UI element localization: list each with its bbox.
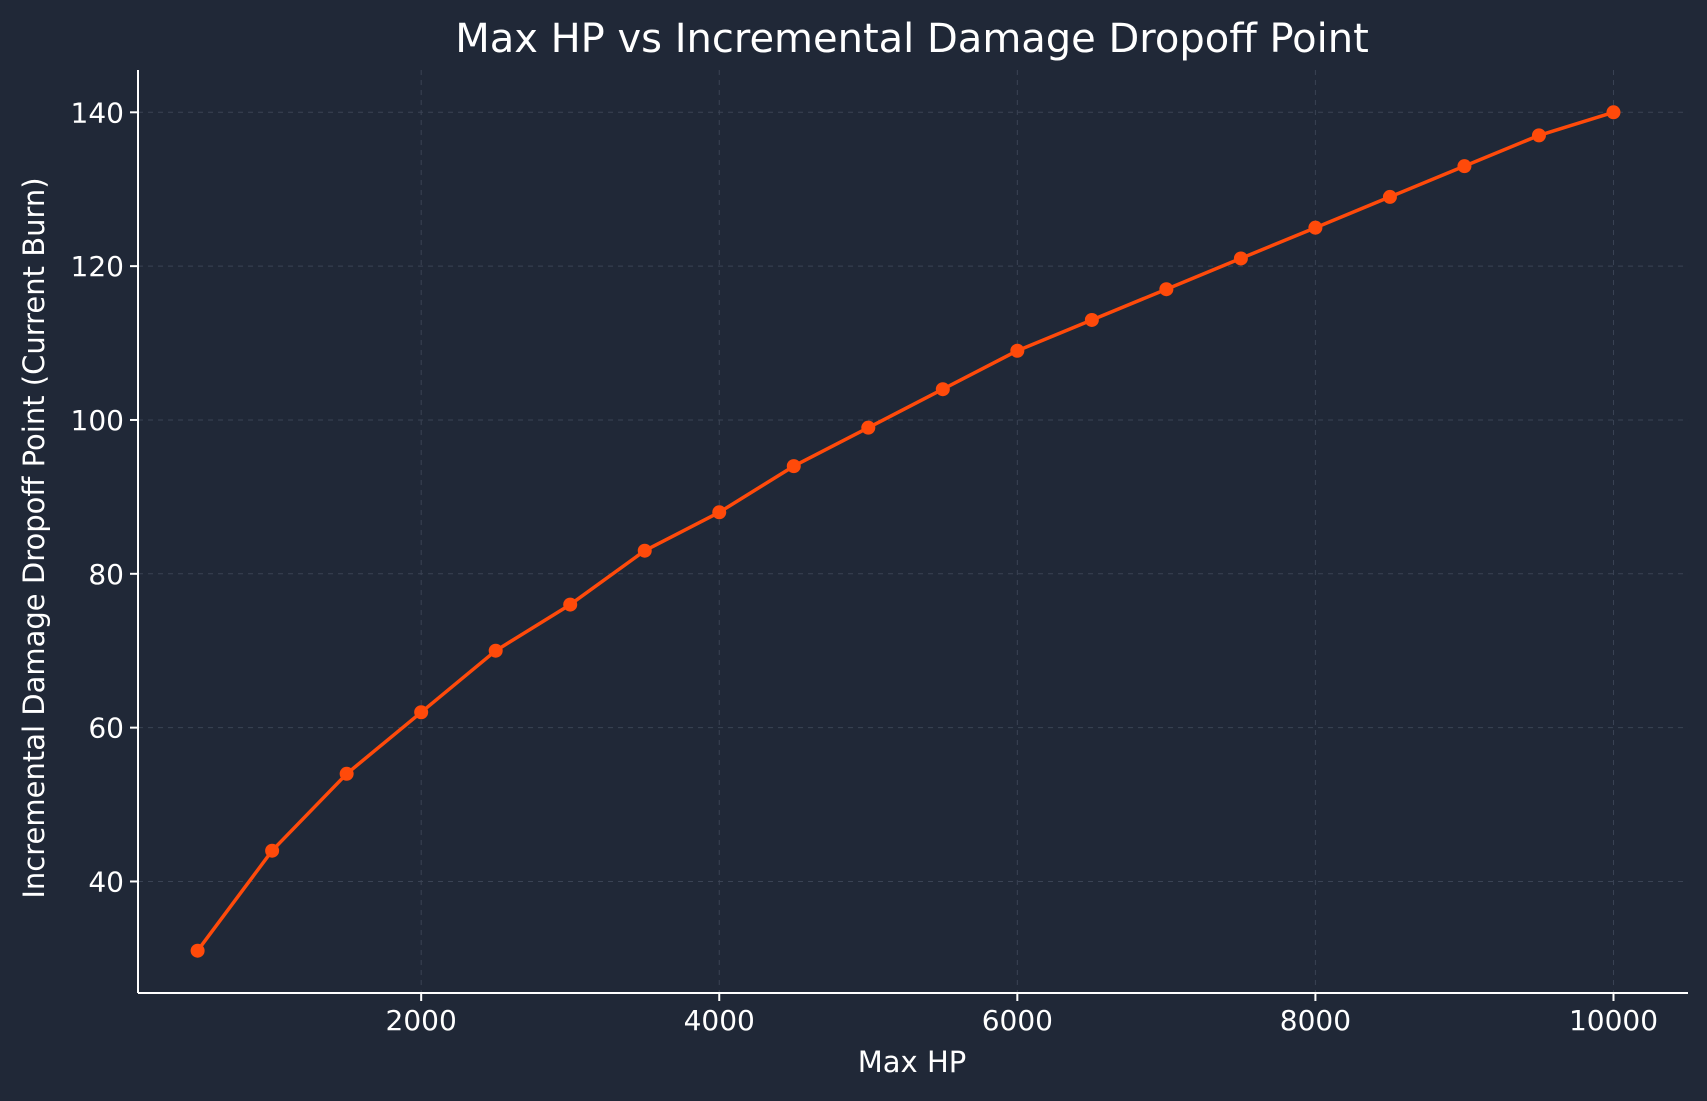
x-axis-title: Max HP xyxy=(858,1045,966,1079)
data-point xyxy=(637,543,652,558)
chart-title: Max HP vs Incremental Damage Dropoff Poi… xyxy=(455,16,1369,62)
x-tick-label: 2000 xyxy=(386,1004,457,1037)
data-point xyxy=(1382,189,1397,204)
x-tick-label: 10000 xyxy=(1569,1004,1658,1037)
data-point xyxy=(190,943,205,958)
data-point xyxy=(1010,343,1025,358)
data-point xyxy=(712,505,727,520)
tick-marks-and-labels: 2000 4000 6000 8000 10000 40 60 80 100 120 140 xyxy=(71,96,1658,1037)
y-tick-label: 60 xyxy=(88,712,124,745)
series xyxy=(190,105,1621,958)
series-line xyxy=(196,110,1615,952)
data-point xyxy=(861,420,876,435)
y-tick-label: 80 xyxy=(88,558,124,591)
data-point xyxy=(1084,312,1099,327)
y-tick-label: 100 xyxy=(71,404,124,437)
data-point xyxy=(563,597,578,612)
data-point xyxy=(339,766,354,781)
data-point xyxy=(265,843,280,858)
x-tick-label: 6000 xyxy=(982,1004,1053,1037)
y-tick-label: 120 xyxy=(71,250,124,283)
data-point xyxy=(786,459,801,474)
axes xyxy=(137,70,1688,994)
data-point xyxy=(1457,159,1472,174)
y-axis-title: Incremental Damage Dropoff Point (Curren… xyxy=(17,177,51,898)
data-point xyxy=(935,382,950,397)
data-point xyxy=(1606,105,1621,120)
data-point xyxy=(414,705,429,720)
x-tick-label: 4000 xyxy=(684,1004,755,1037)
data-point xyxy=(488,643,503,658)
x-tick-label: 8000 xyxy=(1280,1004,1351,1037)
y-tick-label: 40 xyxy=(88,865,124,898)
data-point xyxy=(1308,220,1323,235)
data-point xyxy=(1531,128,1546,143)
data-point xyxy=(1233,251,1248,266)
data-point xyxy=(1159,282,1174,297)
y-tick-label: 140 xyxy=(71,96,124,129)
